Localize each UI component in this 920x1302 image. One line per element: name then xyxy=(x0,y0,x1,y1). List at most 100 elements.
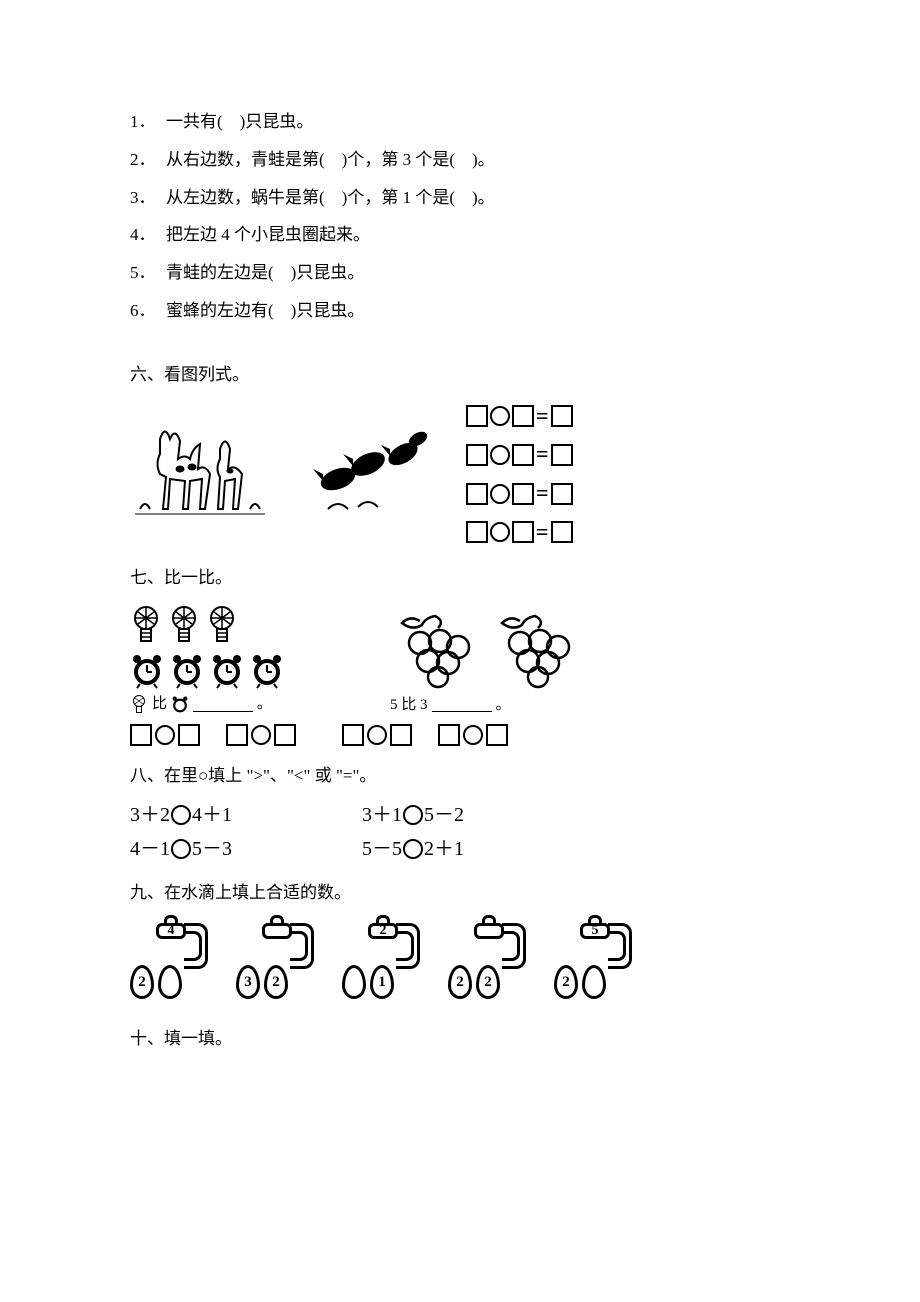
rhs: 4＋1 xyxy=(192,801,232,829)
equals-sign: = xyxy=(536,478,549,509)
grape-icon xyxy=(490,613,580,689)
compare-line-left: 比 。 xyxy=(130,694,330,716)
circle-icon xyxy=(403,805,423,825)
question-item: 2． 从右边数，青蛙是第( )个，第 3 个是( )。 xyxy=(130,148,790,172)
drop-right: 2 xyxy=(476,965,500,999)
question-item: 6． 蜜蜂的左边有( )只昆虫。 xyxy=(130,299,790,323)
q-text: 把左边 4 个小昆虫圈起来。 xyxy=(166,223,790,247)
tap-value: 4 xyxy=(156,923,186,939)
q-num: 4． xyxy=(130,223,166,247)
rhs: 5－2 xyxy=(424,801,464,829)
lhs: 3＋2 xyxy=(130,801,170,829)
q-text: 从右边数，青蛙是第( )个，第 3 个是( )。 xyxy=(166,148,790,172)
lightbulb-icon xyxy=(206,604,238,648)
sq-cir-sq xyxy=(226,724,296,746)
section-9-title: 九、在水滴上填上合适的数。 xyxy=(130,881,790,905)
figure-9: 4 2 3 2 2 1 2 2 5 2 xyxy=(130,919,790,1009)
circle-icon xyxy=(403,839,423,859)
q-num: 5． xyxy=(130,261,166,285)
q-text: 蜜蜂的左边有( )只昆虫。 xyxy=(166,299,790,323)
circle-icon xyxy=(490,484,510,504)
tap-handle xyxy=(482,915,496,923)
q-text: 青蛙的左边是( )只昆虫。 xyxy=(166,261,790,285)
equation-row-bottom xyxy=(130,724,790,746)
sq-cir-sq xyxy=(130,724,200,746)
drop-right: 1 xyxy=(370,965,394,999)
sq-cir-sq xyxy=(342,724,412,746)
bulb-row xyxy=(130,604,330,648)
circle-icon xyxy=(367,725,387,745)
grape-block: 5 比 3 。 xyxy=(390,613,630,716)
faucet-icon: 3 2 xyxy=(236,919,328,1009)
eq-item: 3＋1 5－2 xyxy=(362,801,464,829)
period: 。 xyxy=(496,695,511,716)
alarm-clock-icon xyxy=(250,652,284,690)
figure-6: = = = = xyxy=(130,401,790,548)
section-10-title: 十、填一填。 xyxy=(130,1027,790,1051)
question-item: 1． 一共有( )只昆虫。 xyxy=(130,110,790,134)
box-icon xyxy=(551,444,573,466)
equation-row: = xyxy=(466,439,573,470)
alarm-clock-icon xyxy=(130,652,164,690)
compare-word: 比 xyxy=(152,694,167,715)
box-icon xyxy=(438,724,460,746)
circle-icon xyxy=(155,725,175,745)
equals-sign: = xyxy=(536,517,549,548)
comparison-equations: 3＋24＋1 3＋15－2 4－15－3 5－52＋1 xyxy=(130,801,790,863)
box-icon xyxy=(512,521,534,543)
figure-7: 比 。 5 比 3 。 xyxy=(130,604,790,746)
tap-handle xyxy=(270,915,284,923)
tap-pipe-inner xyxy=(290,931,308,961)
question-item: 4． 把左边 4 个小昆虫圈起来。 xyxy=(130,223,790,247)
tap-value xyxy=(474,923,504,939)
drop-right xyxy=(158,965,182,999)
alarm-clock-icon xyxy=(170,652,204,690)
equals-sign: = xyxy=(536,439,549,470)
box-icon xyxy=(466,405,488,427)
equation-row: = xyxy=(466,517,573,548)
box-icon xyxy=(551,483,573,505)
drop-left: 2 xyxy=(554,965,578,999)
alarm-clock-icon xyxy=(171,694,189,716)
faucet-icon: 4 2 xyxy=(130,919,222,1009)
box-icon xyxy=(466,483,488,505)
box-icon xyxy=(512,444,534,466)
drop-left: 2 xyxy=(130,965,154,999)
section-7-title: 七、比一比。 xyxy=(130,566,790,590)
period: 。 xyxy=(257,694,272,715)
eq-item: 4－1 5－3 xyxy=(130,835,232,863)
lhs: 4－1 xyxy=(130,835,170,863)
drop-right: 2 xyxy=(264,965,288,999)
blank-underline xyxy=(193,698,253,712)
circle-icon xyxy=(490,522,510,542)
faucet-icon: 2 1 xyxy=(342,919,434,1009)
box-icon xyxy=(390,724,412,746)
box-icon xyxy=(178,724,200,746)
box-icon xyxy=(130,724,152,746)
lhs: 5－5 xyxy=(362,835,402,863)
drop-left: 2 xyxy=(448,965,472,999)
circle-icon xyxy=(251,725,271,745)
bulb-block: 比 。 xyxy=(130,604,330,716)
drop-left xyxy=(342,965,366,999)
sq-cir-sq xyxy=(438,724,508,746)
tap-pipe-inner xyxy=(502,931,520,961)
box-icon xyxy=(512,405,534,427)
box-icon xyxy=(274,724,296,746)
q-text: 一共有( )只昆虫。 xyxy=(166,110,790,134)
lightbulb-icon xyxy=(168,604,200,648)
clock-row xyxy=(130,652,330,690)
lightbulb-icon xyxy=(130,604,162,648)
tap-value: 5 xyxy=(580,923,610,939)
section-8-title: 八、在里○填上 ">"、"<" 或 "="。 xyxy=(130,764,790,788)
rhs: 5－3 xyxy=(192,835,232,863)
grape-icon xyxy=(390,613,480,689)
section-6-title: 六、看图列式。 xyxy=(130,363,790,387)
tap-pipe-inner xyxy=(184,931,202,961)
equals-sign: = xyxy=(536,401,549,432)
box-icon xyxy=(512,483,534,505)
drop-right xyxy=(582,965,606,999)
q-num: 3． xyxy=(130,186,166,210)
lightbulb-icon xyxy=(130,694,148,716)
lhs: 3＋1 xyxy=(362,801,402,829)
